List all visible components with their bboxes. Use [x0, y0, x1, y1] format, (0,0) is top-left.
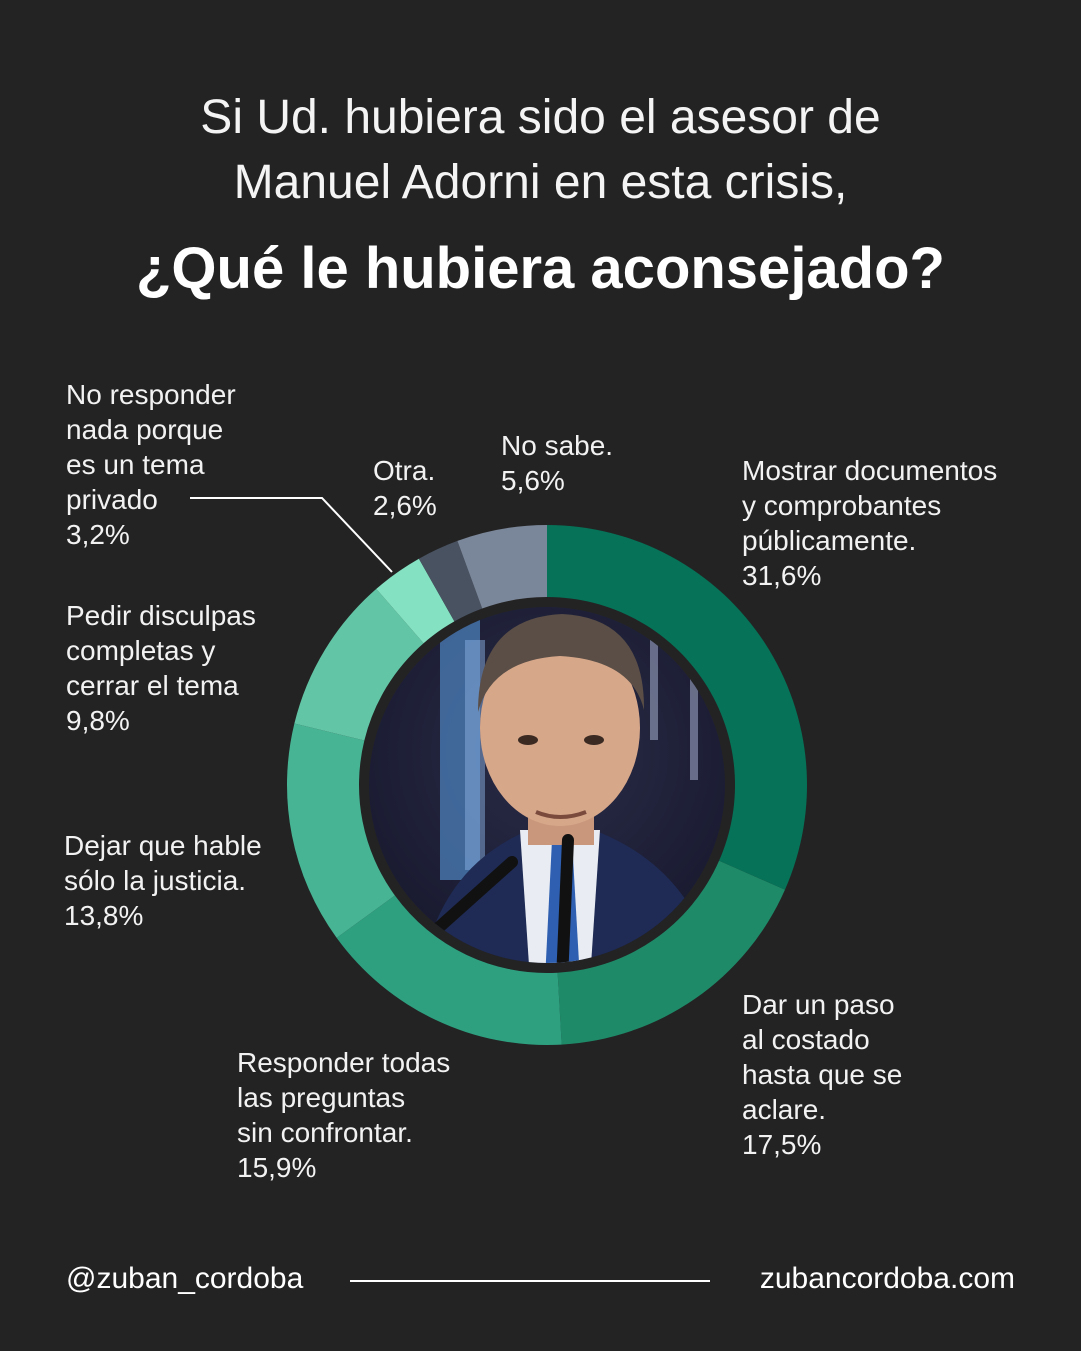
- chart-slices: [286, 525, 807, 1045]
- slice-value: 13,8%: [64, 900, 144, 931]
- footer-divider: [350, 1280, 710, 1282]
- slice-label-line: completas y: [66, 635, 216, 666]
- slice-label-line: las preguntas: [237, 1082, 406, 1113]
- donut-slice-7: [418, 540, 483, 622]
- slice-value: 31,6%: [742, 560, 822, 591]
- slice-label-line: cerrar el tema: [66, 670, 239, 701]
- slice-label-7: Otra. 2,6%: [373, 453, 437, 523]
- leader-line-no-responder: [190, 497, 393, 573]
- slice-label-5: Pedir disculpas completas y cerrar el tema…: [66, 598, 256, 738]
- footer-website: zubancordoba.com: [759, 1262, 1015, 1295]
- slice-label-line: Mostrar documentos: [742, 455, 998, 486]
- slice-label-line: al costado: [742, 1024, 870, 1055]
- title-question: ¿Qué le hubiera aconsejado?: [136, 236, 945, 301]
- title-line-1: Si Ud. hubiera sido el asesor de: [200, 91, 881, 144]
- slice-label-line: Otra.: [373, 455, 436, 486]
- slice-label-3: Responder todas las preguntas sin confront…: [237, 1045, 450, 1185]
- center-portrait-photo: [369, 607, 725, 963]
- slice-label-line: No sabe.: [501, 430, 614, 461]
- donut-slice-1: [547, 525, 807, 890]
- slice-label-line: Dar un paso: [742, 989, 895, 1020]
- donut-slice-5: [294, 588, 424, 741]
- slice-label-2: Dar un paso al costado hasta que se aclare.…: [742, 987, 902, 1162]
- slice-value: 15,9%: [237, 1152, 317, 1183]
- slice-label-line: sólo la justicia.: [64, 865, 247, 896]
- donut-slice-4: [286, 723, 395, 938]
- slice-label-1: Mostrar documentos y comprobantes públicam…: [742, 453, 997, 593]
- slice-label-line: aclare.: [742, 1094, 827, 1125]
- slice-label-line: No responder: [66, 379, 236, 410]
- slice-value: 3,2%: [66, 519, 130, 550]
- donut-slice-3: [336, 895, 562, 1045]
- slice-label-8: No sabe. 5,6%: [501, 428, 613, 498]
- slice-label-line: nada porque: [66, 414, 224, 445]
- slice-label-line: sin confrontar.: [237, 1117, 413, 1148]
- leader-lines: [190, 497, 393, 573]
- slice-value: 2,6%: [373, 490, 437, 521]
- slice-value: 5,6%: [501, 465, 565, 496]
- slice-label-4: Dejar que hable sólo la justicia. 13,8%: [64, 828, 262, 933]
- slice-label-line: Dejar que hable: [64, 830, 262, 861]
- slice-label-line: hasta que se: [742, 1059, 903, 1090]
- slice-value: 9,8%: [66, 705, 130, 736]
- slice-label-line: Pedir disculpas: [66, 600, 256, 631]
- donut-slice-2: [557, 860, 785, 1045]
- slice-label-line: y comprobantes: [742, 490, 942, 521]
- donut-slice-8: [457, 525, 547, 609]
- footer-handle: @zuban_cordoba: [66, 1262, 304, 1295]
- slice-label-line: Responder todas: [237, 1047, 451, 1078]
- slice-label-line: privado: [66, 484, 158, 515]
- slice-label-6: No responder nada porque es un tema privado…: [66, 377, 236, 552]
- slice-value: 17,5%: [742, 1129, 822, 1160]
- donut-slice-6: [376, 558, 455, 644]
- slice-label-line: públicamente.: [742, 525, 917, 556]
- slice-label-line: es un tema: [66, 449, 205, 480]
- title-line-2: Manuel Adorni en esta crisis,: [233, 156, 848, 209]
